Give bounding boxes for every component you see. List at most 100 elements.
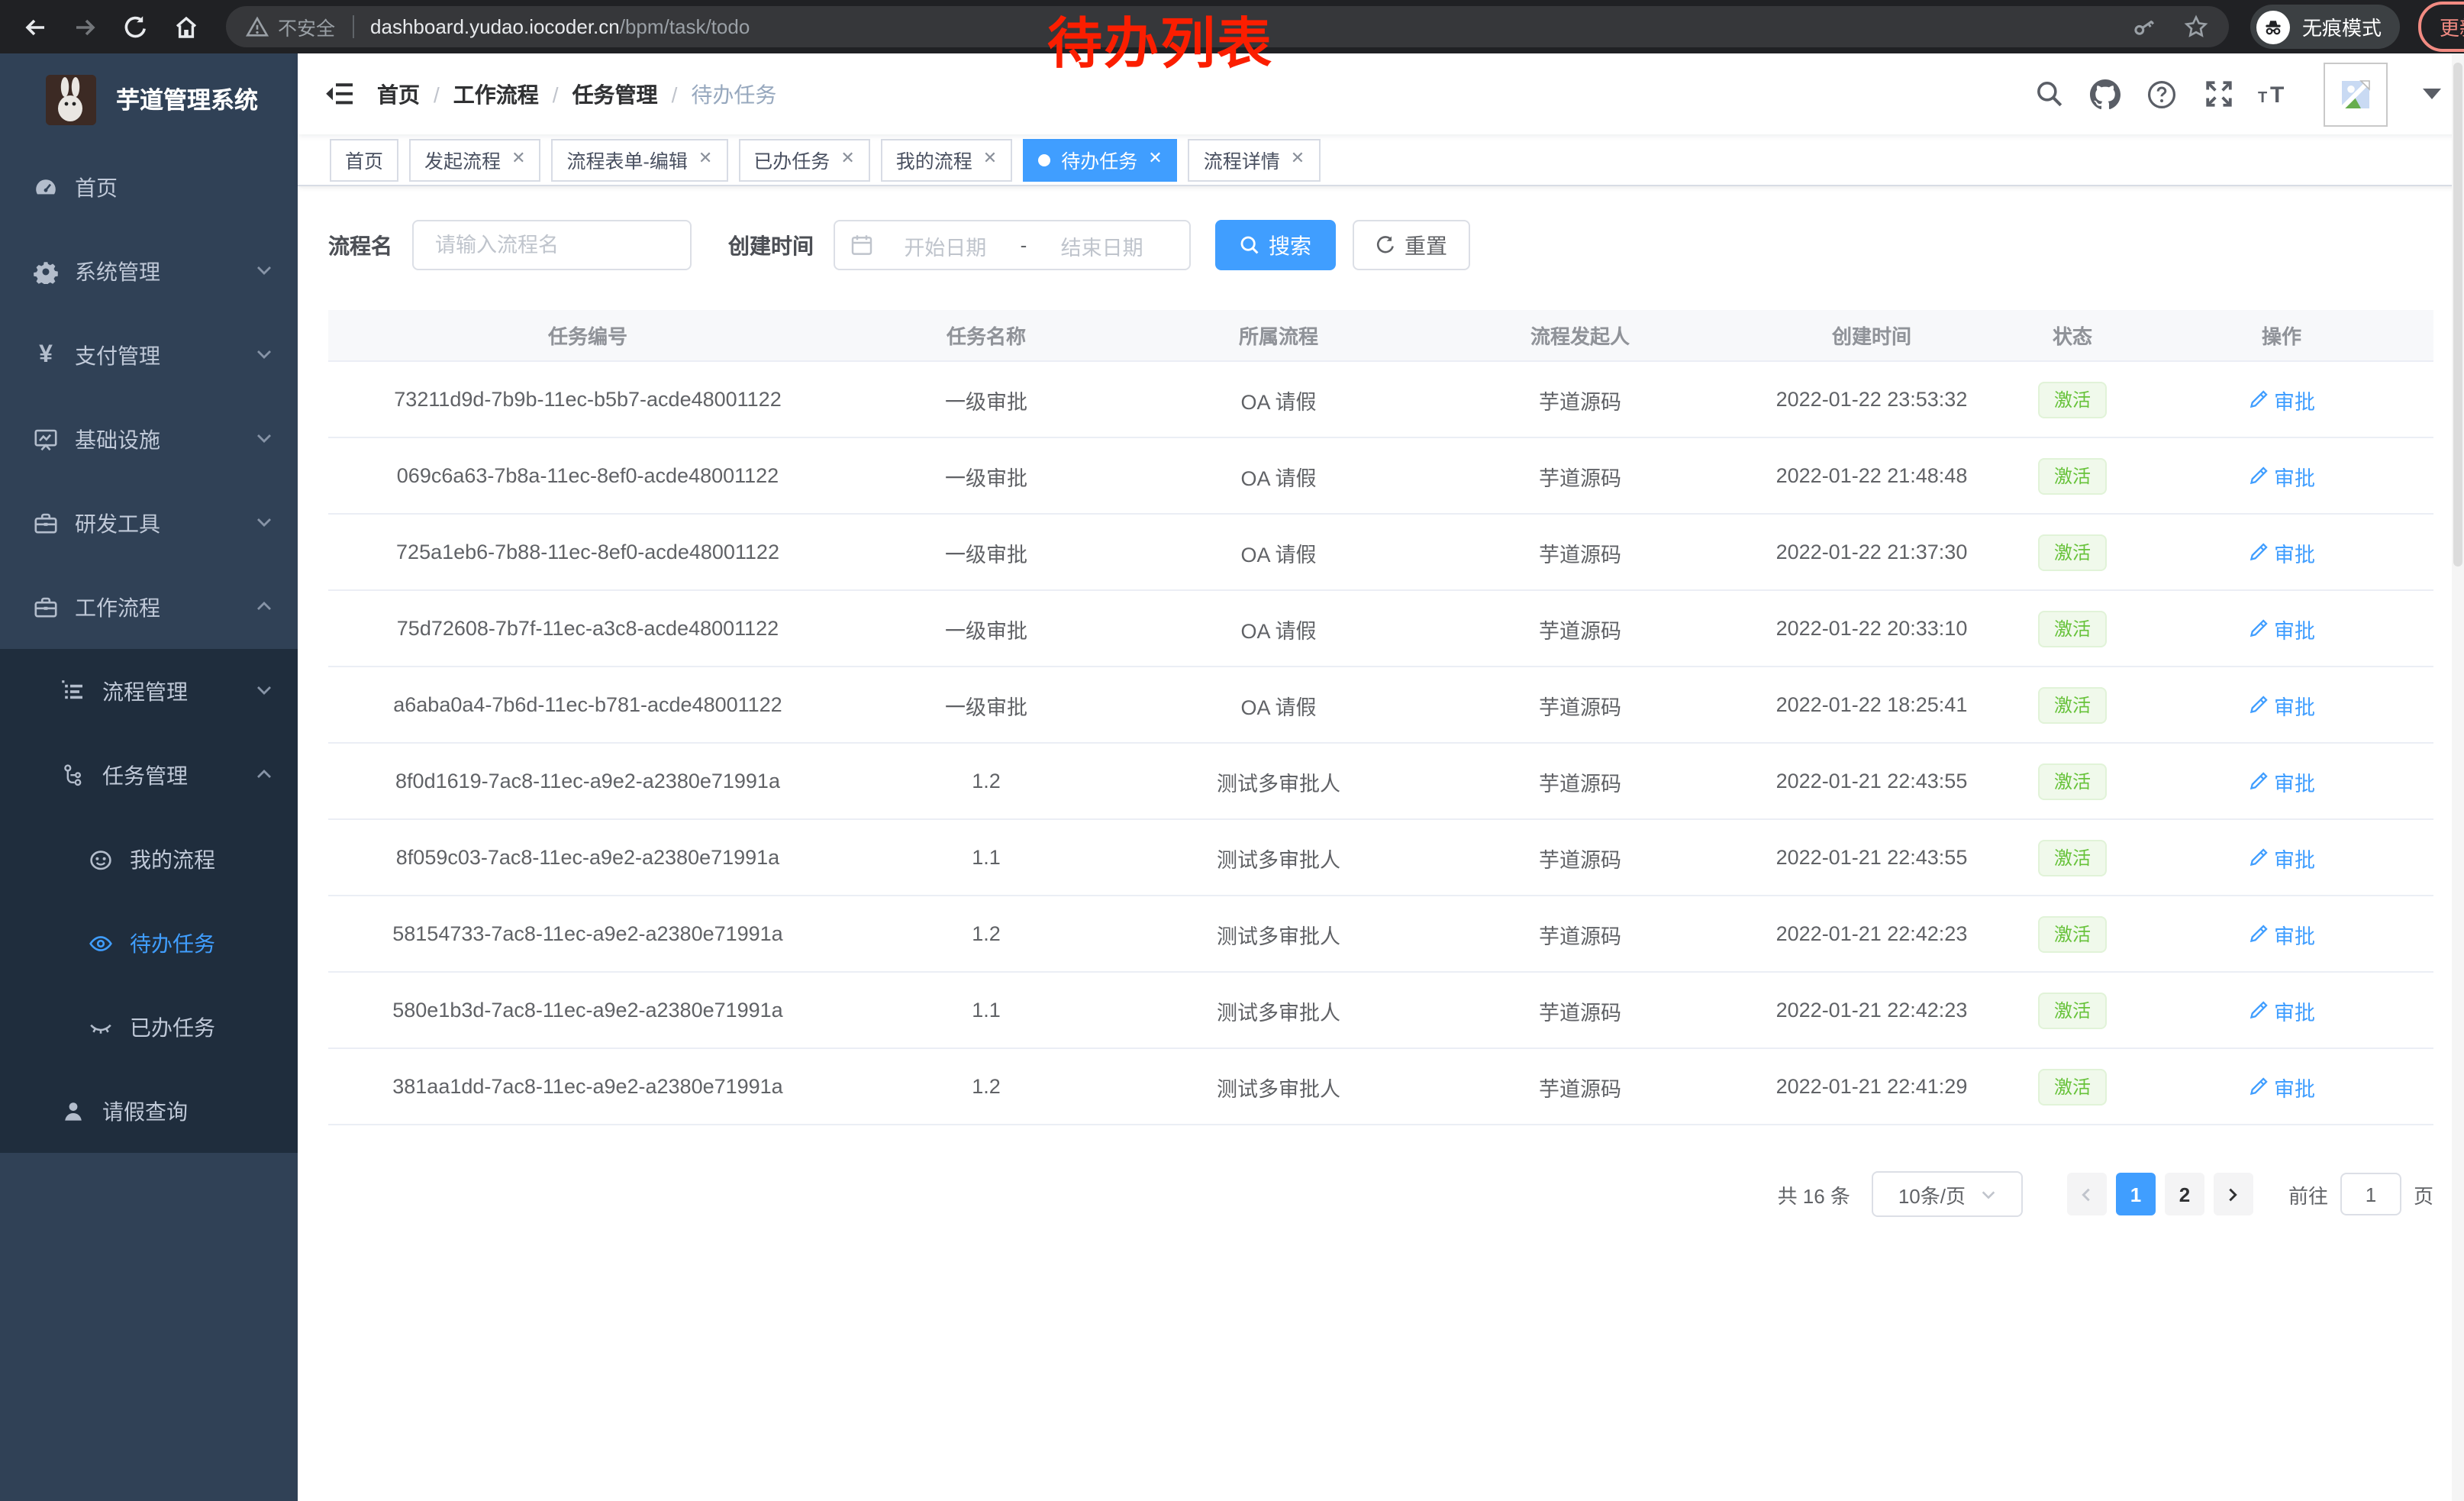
sidebar-item-home[interactable]: 首页 [0,145,298,229]
close-icon[interactable]: ✕ [1290,150,1305,168]
scrollbar-thumb[interactable] [2453,63,2462,567]
sidebar-item-done-tasks[interactable]: 已办任务 [0,985,298,1069]
close-icon[interactable]: ✕ [840,150,855,168]
sidebar-item-workflow[interactable]: 工作流程 [0,565,298,649]
table-row: 725a1eb6-7b88-11ec-8ef0-acde48001122 一级审批… [328,514,2433,591]
toolbox-icon [34,511,58,535]
logo-row[interactable]: 芋道管理系统 [0,53,298,145]
search-button[interactable]: 搜索 [1215,220,1336,270]
avatar[interactable] [2324,62,2388,126]
github-icon[interactable] [2088,77,2122,111]
start-date-placeholder: 开始日期 [904,236,987,259]
sidebar-item-label: 流程管理 [102,679,188,703]
browser-back-icon[interactable] [15,7,55,47]
process-name-label: 流程名 [328,233,392,257]
approve-button[interactable]: 审批 [2248,918,2315,949]
tab-process-detail[interactable]: 流程详情 ✕ [1188,138,1321,181]
sidebar-item-system[interactable]: 系统管理 [0,229,298,313]
col-status: 状态 [2015,310,2130,362]
tab-home[interactable]: 首页 [330,138,399,181]
close-icon[interactable]: ✕ [698,150,713,168]
tab-todo-tasks[interactable]: 待办任务 ✕ [1023,138,1178,181]
chevron-down-icon [255,343,273,367]
calendar-icon [851,235,872,255]
prev-page-button[interactable] [2066,1173,2107,1215]
approve-button[interactable]: 审批 [2248,995,2315,1025]
edit-icon [2249,543,2267,561]
approve-button[interactable]: 审批 [2248,460,2315,491]
status-badge: 激活 [2038,534,2106,570]
reset-button[interactable]: 重置 [1353,220,1470,270]
col-create-time: 创建时间 [1728,310,2015,362]
breadcrumb-workflow[interactable]: 工作流程 [453,82,539,106]
process-name-field[interactable] [412,220,692,270]
sidebar-item-my-process[interactable]: 我的流程 [0,817,298,901]
window-scrollbar[interactable] [2452,53,2464,1501]
sidebar-item-label: 请假查询 [102,1099,188,1123]
close-icon[interactable]: ✕ [511,150,526,168]
process-name-input[interactable] [432,232,672,258]
sidebar-item-devtools[interactable]: 研发工具 [0,481,298,565]
breadcrumb-home[interactable]: 首页 [377,82,420,106]
tab-form-edit[interactable]: 流程表单-编辑 ✕ [551,138,728,181]
eye-icon [89,931,113,955]
sidebar-item-todo-tasks[interactable]: 待办任务 [0,901,298,985]
sidebar-fold-icon[interactable] [325,82,353,105]
browser-reload-icon[interactable] [116,7,156,47]
table-header-row: 任务编号 任务名称 所属流程 流程发起人 创建时间 状态 操作 [328,310,2433,362]
sidebar-item-label: 工作流程 [75,595,160,619]
security-label[interactable]: 不安全 [278,18,336,40]
filter-bar: 流程名 创建时间 开始日期 - 结束日期 搜索 [328,220,2433,270]
approve-button[interactable]: 审批 [2248,1071,2315,1102]
approve-button[interactable]: 审批 [2248,766,2315,796]
help-icon[interactable] [2145,77,2179,111]
key-icon[interactable] [2131,14,2157,40]
close-icon[interactable]: ✕ [1148,150,1163,168]
chevron-up-icon [255,595,273,619]
fullscreen-icon[interactable] [2201,77,2235,111]
sidebar-item-payment[interactable]: ¥ 支付管理 [0,313,298,397]
dashboard-icon [34,175,58,199]
breadcrumb: 首页 / 工作流程 / 任务管理 / 待办任务 [377,79,776,109]
browser-update-button[interactable]: 更新 [2418,2,2464,52]
tab-start-process[interactable]: 发起流程 ✕ [409,138,541,181]
edit-icon [2249,925,2267,943]
approve-button[interactable]: 审批 [2248,384,2315,415]
browser-forward-icon[interactable] [66,7,105,47]
sidebar-item-label: 基础设施 [75,427,160,451]
incognito-badge: 无痕模式 [2250,5,2401,49]
sidebar-item-task-mgmt[interactable]: 任务管理 [0,733,298,817]
page-1-button[interactable]: 1 [2115,1173,2156,1215]
address-bar[interactable]: 不安全 dashboard.yudao.iocoder.cn/bpm/task/… [226,6,2229,47]
avatar-caret-icon[interactable] [2423,89,2441,99]
breadcrumb-task-mgmt[interactable]: 任务管理 [572,82,658,106]
approve-button[interactable]: 审批 [2248,537,2315,567]
browser-home-icon[interactable] [166,7,206,47]
close-icon[interactable]: ✕ [982,150,998,168]
url-host[interactable]: dashboard.yudao.iocoder.cn [370,15,620,38]
sidebar-item-label: 系统管理 [75,259,160,283]
sidebar-item-process-mgmt[interactable]: 流程管理 [0,649,298,733]
url-path[interactable]: /bpm/task/todo [619,15,750,38]
sidebar-item-label: 我的流程 [130,847,215,871]
search-icon[interactable] [2032,77,2066,111]
active-dot [1038,153,1051,166]
sidebar-item-leave-query[interactable]: 请假查询 [0,1069,298,1153]
next-page-button[interactable] [2213,1173,2253,1215]
monitor-icon [34,427,58,451]
approve-button[interactable]: 审批 [2248,613,2315,644]
bookmark-star-icon[interactable] [2183,14,2209,40]
approve-button[interactable]: 审批 [2248,689,2315,720]
table-row: 580e1b3d-7ac8-11ec-a9e2-a2380e71991a 1.1 测… [328,972,2433,1049]
flow-nodes-icon [61,763,85,787]
approve-button[interactable]: 审批 [2248,842,2315,873]
goto-page-input[interactable] [2340,1173,2401,1215]
tab-my-process[interactable]: 我的流程 ✕ [880,138,1013,181]
sidebar-item-infrastructure[interactable]: 基础设施 [0,397,298,481]
date-range-picker[interactable]: 开始日期 - 结束日期 [834,220,1191,270]
page-size-select[interactable]: 10条/页 [1871,1171,2023,1217]
page-2-button[interactable]: 2 [2164,1173,2204,1215]
tab-done-tasks[interactable]: 已办任务 ✕ [738,138,870,181]
